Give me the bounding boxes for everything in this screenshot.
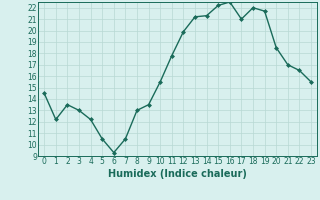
X-axis label: Humidex (Indice chaleur): Humidex (Indice chaleur) bbox=[108, 169, 247, 179]
